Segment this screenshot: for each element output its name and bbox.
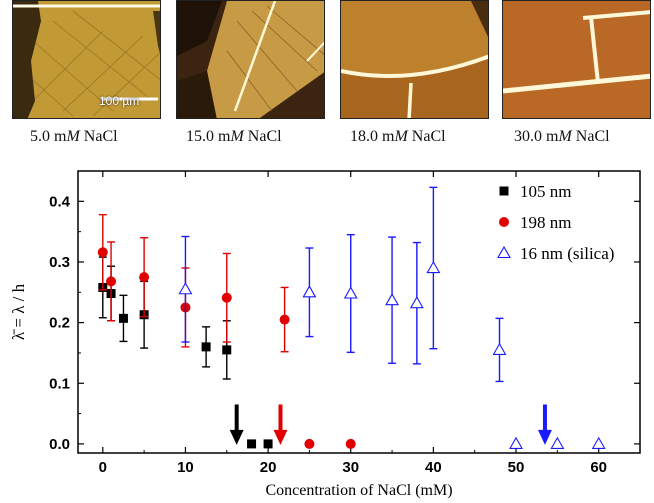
scale-bar-label: 100 µm xyxy=(99,94,140,108)
data-point xyxy=(201,342,211,352)
caption-18mM: 18.0 mM NaCl xyxy=(350,128,446,145)
x-tick-label: 10 xyxy=(177,459,194,476)
data-point xyxy=(221,292,232,303)
legend-marker xyxy=(497,245,511,259)
x-tick-label: 20 xyxy=(260,459,277,476)
data-point xyxy=(279,314,290,325)
data-point xyxy=(591,436,606,449)
data-point xyxy=(304,438,315,449)
data-point xyxy=(409,296,424,309)
x-tick-label: 30 xyxy=(342,459,359,476)
legend-label: 198 nm xyxy=(520,213,571,232)
data-point xyxy=(178,282,193,295)
caption-15mM: 15.0 mM NaCl xyxy=(186,128,282,145)
y-tick-label: 0.3 xyxy=(49,254,70,271)
plot-frame xyxy=(77,170,641,454)
data-point xyxy=(222,345,232,355)
x-tick-label: 0 xyxy=(99,459,107,476)
data-point xyxy=(263,439,273,449)
caption-30mM: 30.0 mM NaCl xyxy=(514,128,610,145)
y-tick-label: 0.0 xyxy=(49,436,70,453)
data-point xyxy=(302,285,317,298)
x-tick-label: 60 xyxy=(590,459,607,476)
micrograph-15mM xyxy=(176,0,325,119)
legend-label: 105 nm xyxy=(520,182,571,201)
x-axis-label: Concentration of NaCl (mM) xyxy=(265,482,452,499)
legend-marker xyxy=(499,217,509,227)
micrograph-18mM xyxy=(340,0,489,119)
x-tick-label: 50 xyxy=(508,459,525,476)
micrograph-30mM xyxy=(502,0,651,119)
y-tick-label: 0.1 xyxy=(49,375,70,392)
data-point xyxy=(139,272,150,283)
data-point xyxy=(509,436,523,449)
data-point xyxy=(343,286,358,299)
threshold-arrow-head xyxy=(537,429,552,445)
threshold-arrow-head xyxy=(229,429,244,445)
legend-label: 16 nm (silica) xyxy=(520,244,614,263)
data-point xyxy=(106,276,117,287)
data-point xyxy=(492,342,507,355)
data-point xyxy=(118,313,128,323)
x-tick-label: 40 xyxy=(425,459,442,476)
wavelength-chart: 0 10 20 30 40 50 60 0.0 0.1 0.2 0.3 0.4 Concentratio… xyxy=(9,170,641,499)
data-point xyxy=(345,438,356,449)
data-point xyxy=(97,247,108,258)
y-tick-label: 0.4 xyxy=(49,193,71,210)
data-point xyxy=(426,260,441,274)
data-point xyxy=(550,436,565,449)
data-point xyxy=(385,293,400,306)
data-point xyxy=(247,439,257,449)
caption-5mM: 5.0 mM NaCl xyxy=(30,128,118,145)
micrograph-5mM: 100 µm xyxy=(12,0,161,119)
threshold-arrow-head xyxy=(273,429,288,445)
legend-marker xyxy=(499,186,509,196)
y-axis-label: λ̄ = λ / h xyxy=(9,283,28,340)
y-tick-label: 0.2 xyxy=(49,315,70,332)
